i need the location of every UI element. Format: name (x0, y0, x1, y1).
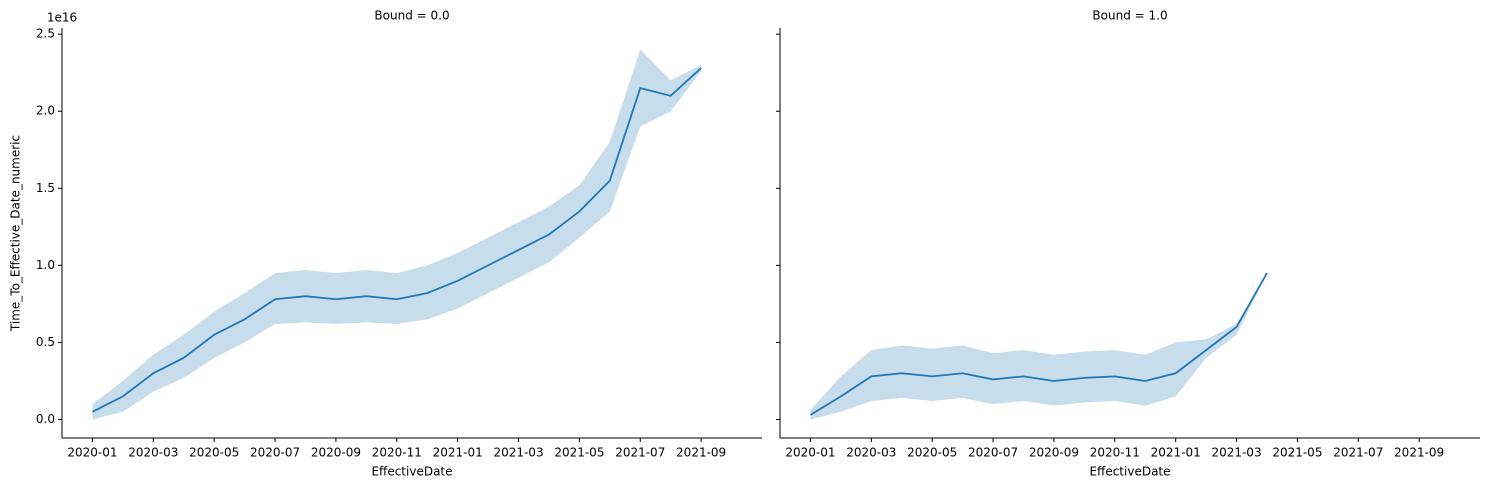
x-tick-label: 2021-03 (1211, 446, 1261, 460)
x-tick-label: 2021-03 (493, 446, 543, 460)
x-tick-label: 2021-01 (433, 446, 483, 460)
x-tick-label: 2020-11 (372, 446, 422, 460)
y-axis-label: Time_To_Effective_Date_numeric (9, 135, 23, 332)
x-tick-label: 2021-09 (676, 446, 726, 460)
y-tick-label: 2.0 (36, 104, 55, 118)
ci-band (810, 273, 1267, 420)
y-tick-label: 2.5 (36, 27, 55, 41)
y-tick-label: 1.0 (36, 258, 55, 272)
x-axis-label: EffectiveDate (1089, 465, 1170, 479)
x-tick-label: 2020-03 (128, 446, 178, 460)
x-tick-label: 2021-05 (1272, 446, 1322, 460)
x-tick-label: 2020-05 (907, 446, 957, 460)
x-tick-label: 2020-01 (785, 446, 835, 460)
line (92, 67, 702, 413)
line (809, 272, 1268, 416)
x-tick-label: 2020-03 (846, 446, 896, 460)
panel-title: Bound = 1.0 (1092, 9, 1167, 23)
x-tick-label: 2021-07 (1333, 446, 1383, 460)
y-tick-label: 0.5 (36, 335, 55, 349)
x-tick-label: 2021-05 (554, 446, 604, 460)
x-tick-label: 2020-09 (311, 446, 361, 460)
y-tick-label: 1.5 (36, 181, 55, 195)
x-tick-label: 2020-09 (1029, 446, 1079, 460)
ci-band (92, 49, 702, 420)
panel-title: Bound = 0.0 (374, 9, 449, 23)
x-tick-label: 2020-11 (1090, 446, 1140, 460)
x-tick-label: 2020-05 (189, 446, 239, 460)
x-tick-label: 2020-07 (250, 446, 300, 460)
y-offset: 1e16 (47, 11, 77, 25)
x-tick-label: 2020-07 (968, 446, 1018, 460)
y-tick-label: 0.0 (36, 412, 55, 426)
x-tick-label: 2021-01 (1151, 446, 1201, 460)
x-tick-label: 2021-09 (1394, 446, 1444, 460)
x-tick-label: 2021-07 (615, 446, 665, 460)
x-axis-label: EffectiveDate (371, 465, 452, 479)
x-tick-label: 2020-01 (67, 446, 117, 460)
